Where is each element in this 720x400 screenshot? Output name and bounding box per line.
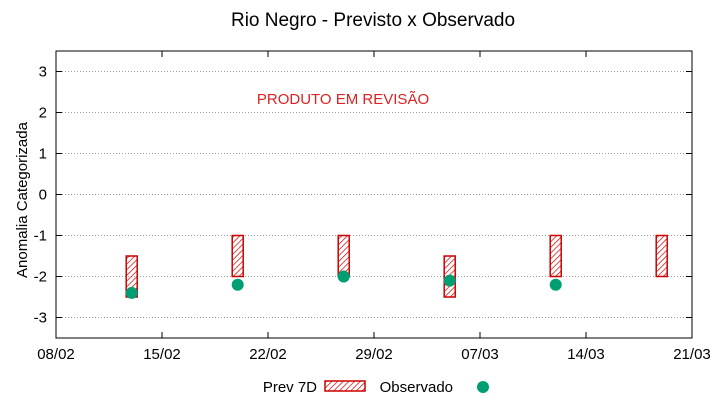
legend-swatch-prev-7d <box>324 380 366 392</box>
axis-ticks: 3 2 1 0 -1 -2 -3 08/02 15/02 22/02 29/02 07/03 14/03… <box>34 51 711 363</box>
prev-7d-range-box <box>231 234 244 278</box>
prev-7d-range-box <box>337 234 350 278</box>
x-tick-label: 08/02 <box>37 346 75 363</box>
y-tick-label: -2 <box>34 269 47 286</box>
observado-point <box>443 274 456 287</box>
observado-point <box>231 278 244 291</box>
legend-label-observado: Observado <box>380 379 453 396</box>
x-tick-label: 15/02 <box>143 346 181 363</box>
data-marks <box>125 234 668 299</box>
y-tick-label: 2 <box>39 105 47 122</box>
x-tick-label: 07/03 <box>461 346 499 363</box>
prev-7d-range-box <box>655 234 668 278</box>
chart-title: Rio Negro - Previsto x Observado <box>231 10 515 31</box>
grid-lines <box>56 71 692 318</box>
y-tick-label: 3 <box>39 64 47 81</box>
x-tick-label: 22/02 <box>249 346 287 363</box>
y-tick-label: 1 <box>39 146 47 163</box>
prev-7d-range-box <box>549 234 562 278</box>
y-tick-label: -3 <box>34 310 47 327</box>
y-axis-label: Anomalia Categorizada <box>14 121 31 278</box>
legend-swatch-observado <box>477 381 489 393</box>
observado-point <box>337 270 350 283</box>
observado-point <box>125 286 138 299</box>
legend-label-prev-7d: Prev 7D <box>263 379 317 396</box>
x-tick-label: 21/03 <box>673 346 711 363</box>
x-tick-label: 29/02 <box>355 346 393 363</box>
legend: Prev 7D Observado <box>263 379 489 396</box>
y-tick-label: -1 <box>34 228 47 245</box>
product-review-annotation: PRODUTO EM REVISÃO <box>257 91 429 108</box>
observado-point <box>549 278 562 291</box>
x-tick-label: 14/03 <box>567 346 605 363</box>
y-tick-label: 0 <box>39 187 47 204</box>
